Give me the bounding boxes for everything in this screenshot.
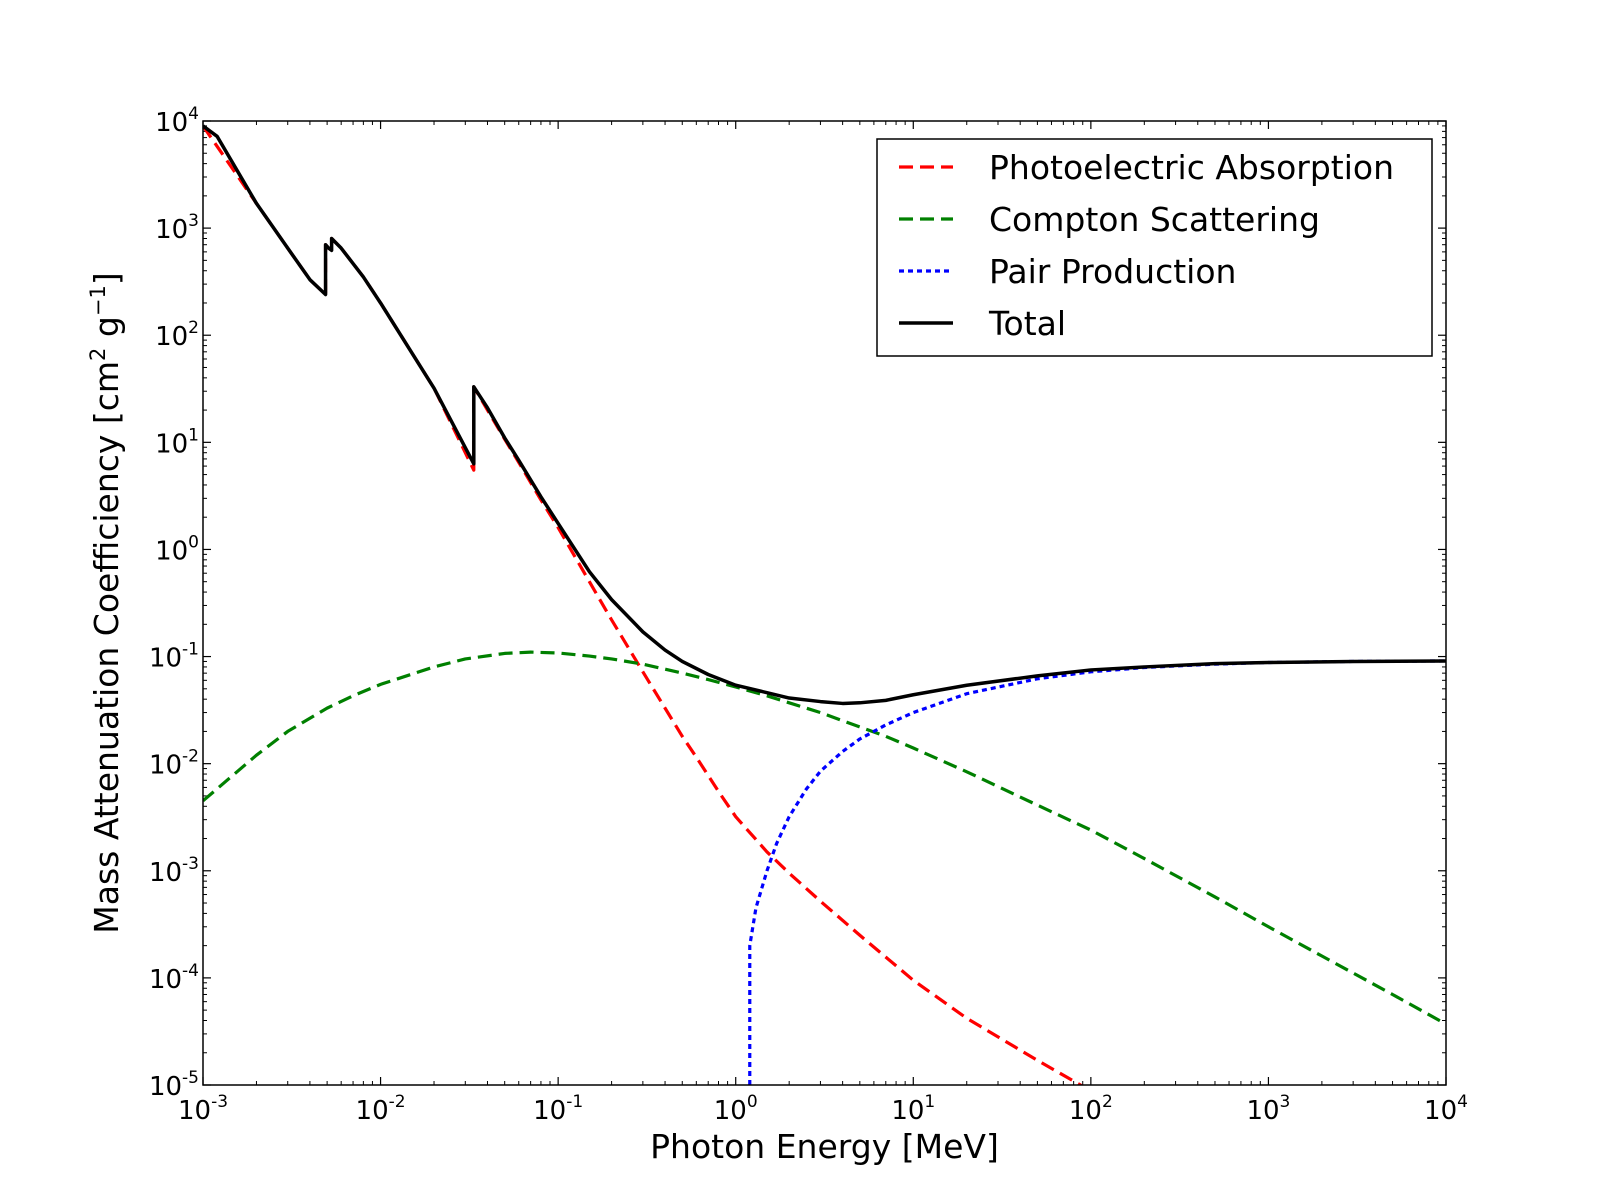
x-tick-label: 103 xyxy=(1246,1092,1290,1126)
x-tick-label-base: 10 xyxy=(1246,1096,1279,1126)
y-tick-label: 10-4 xyxy=(149,961,199,995)
y-tick-label: 104 xyxy=(155,104,199,138)
x-tick-label-exp: -2 xyxy=(389,1092,406,1112)
y-tick-label-exp: 3 xyxy=(188,211,199,231)
y-tick-label-base: 10 xyxy=(149,858,182,888)
x-tick-label-exp: 4 xyxy=(1457,1092,1468,1112)
x-tick-label: 10-3 xyxy=(178,1092,228,1126)
tick-labels: 10-3 10-2 10-1 100 101 102 103 10410-510-410-31… xyxy=(149,104,1468,1126)
y-tick-label-base: 10 xyxy=(155,322,188,352)
y-tick-label-exp: -4 xyxy=(182,961,199,981)
legend-label-pair-production: Pair Production xyxy=(989,252,1236,291)
y-tick-label-exp: 4 xyxy=(188,104,199,124)
legend-label-total: Total xyxy=(988,304,1066,343)
x-tick-label-exp: 2 xyxy=(1102,1092,1113,1112)
plot-frame xyxy=(202,120,1447,1086)
y-tick-label-exp: -3 xyxy=(182,854,199,874)
y-tick-label-base: 10 xyxy=(155,108,188,138)
y-tick-label: 10-5 xyxy=(149,1068,199,1102)
y-tick-label-base: 10 xyxy=(155,536,188,566)
x-tick-label-exp: -3 xyxy=(211,1092,228,1112)
x-tick-label-base: 10 xyxy=(356,1096,389,1126)
x-tick-label-exp: 3 xyxy=(1280,1092,1291,1112)
y-axis-label-mid: g xyxy=(87,316,126,347)
y-tick-label: 100 xyxy=(155,532,199,566)
x-tick-label: 104 xyxy=(1424,1092,1468,1126)
x-tick-label-base: 10 xyxy=(1069,1096,1102,1126)
x-tick-label: 10-1 xyxy=(533,1092,583,1126)
y-tick-label: 103 xyxy=(155,211,199,245)
legend: Photoelectric Absorption Compton Scatteri… xyxy=(876,138,1433,357)
legend-label-compton-scattering: Compton Scattering xyxy=(989,200,1320,239)
y-tick-label: 10-2 xyxy=(149,747,199,781)
x-axis-label: Photon Energy [MeV] xyxy=(650,1127,999,1166)
x-tick-label-exp: 1 xyxy=(924,1092,935,1112)
x-tick-label: 101 xyxy=(891,1092,935,1126)
series-total-line xyxy=(203,124,1446,706)
y-tick-label-base: 10 xyxy=(155,429,188,459)
y-tick-label: 102 xyxy=(155,318,199,352)
x-tick-label-exp: -1 xyxy=(566,1092,583,1112)
legend-box xyxy=(876,138,1433,357)
y-tick-label-exp: 2 xyxy=(188,318,199,338)
x-tick-label: 102 xyxy=(1069,1092,1113,1126)
y-axis-label: Mass Attenuation Coefficiency [cm2 g−1] xyxy=(86,272,126,933)
x-tick-label-base: 10 xyxy=(891,1096,924,1126)
legend-label-photoelectric-absorption: Photoelectric Absorption xyxy=(989,148,1394,187)
y-tick-label: 101 xyxy=(155,425,199,459)
x-tick-label-base: 10 xyxy=(178,1096,211,1126)
x-tick-label-exp: 0 xyxy=(747,1092,758,1112)
series-compton-scattering-line xyxy=(203,650,1446,1026)
y-tick-label-exp: 0 xyxy=(188,532,199,552)
y-axis-label-sup2: −1 xyxy=(86,285,110,316)
y-tick-label-base: 10 xyxy=(149,644,182,674)
y-tick-label-exp: -5 xyxy=(182,1068,199,1088)
y-tick-label: 10-3 xyxy=(149,854,199,888)
x-tick-label-base: 10 xyxy=(533,1096,566,1126)
y-axis-label-prefix: Mass Attenuation Coefficiency [cm xyxy=(87,361,126,934)
y-tick-label-base: 10 xyxy=(155,215,188,245)
x-tick-label: 100 xyxy=(714,1092,758,1126)
y-tick-label-exp: -1 xyxy=(182,640,199,660)
y-axis-label-suffix: ] xyxy=(87,272,126,285)
y-axis-label-sup1: 2 xyxy=(86,348,110,361)
y-tick-label-exp: -2 xyxy=(182,747,199,767)
y-tick-label-base: 10 xyxy=(149,1072,182,1102)
y-tick-label-exp: 1 xyxy=(188,425,199,445)
y-tick-label-base: 10 xyxy=(149,965,182,995)
x-tick-label-base: 10 xyxy=(714,1096,747,1126)
x-tick-label-base: 10 xyxy=(1424,1096,1457,1126)
y-tick-label-base: 10 xyxy=(149,751,182,781)
y-tick-label: 10-1 xyxy=(149,640,199,674)
x-tick-label: 10-2 xyxy=(356,1092,406,1126)
series-layer xyxy=(203,124,1446,1085)
